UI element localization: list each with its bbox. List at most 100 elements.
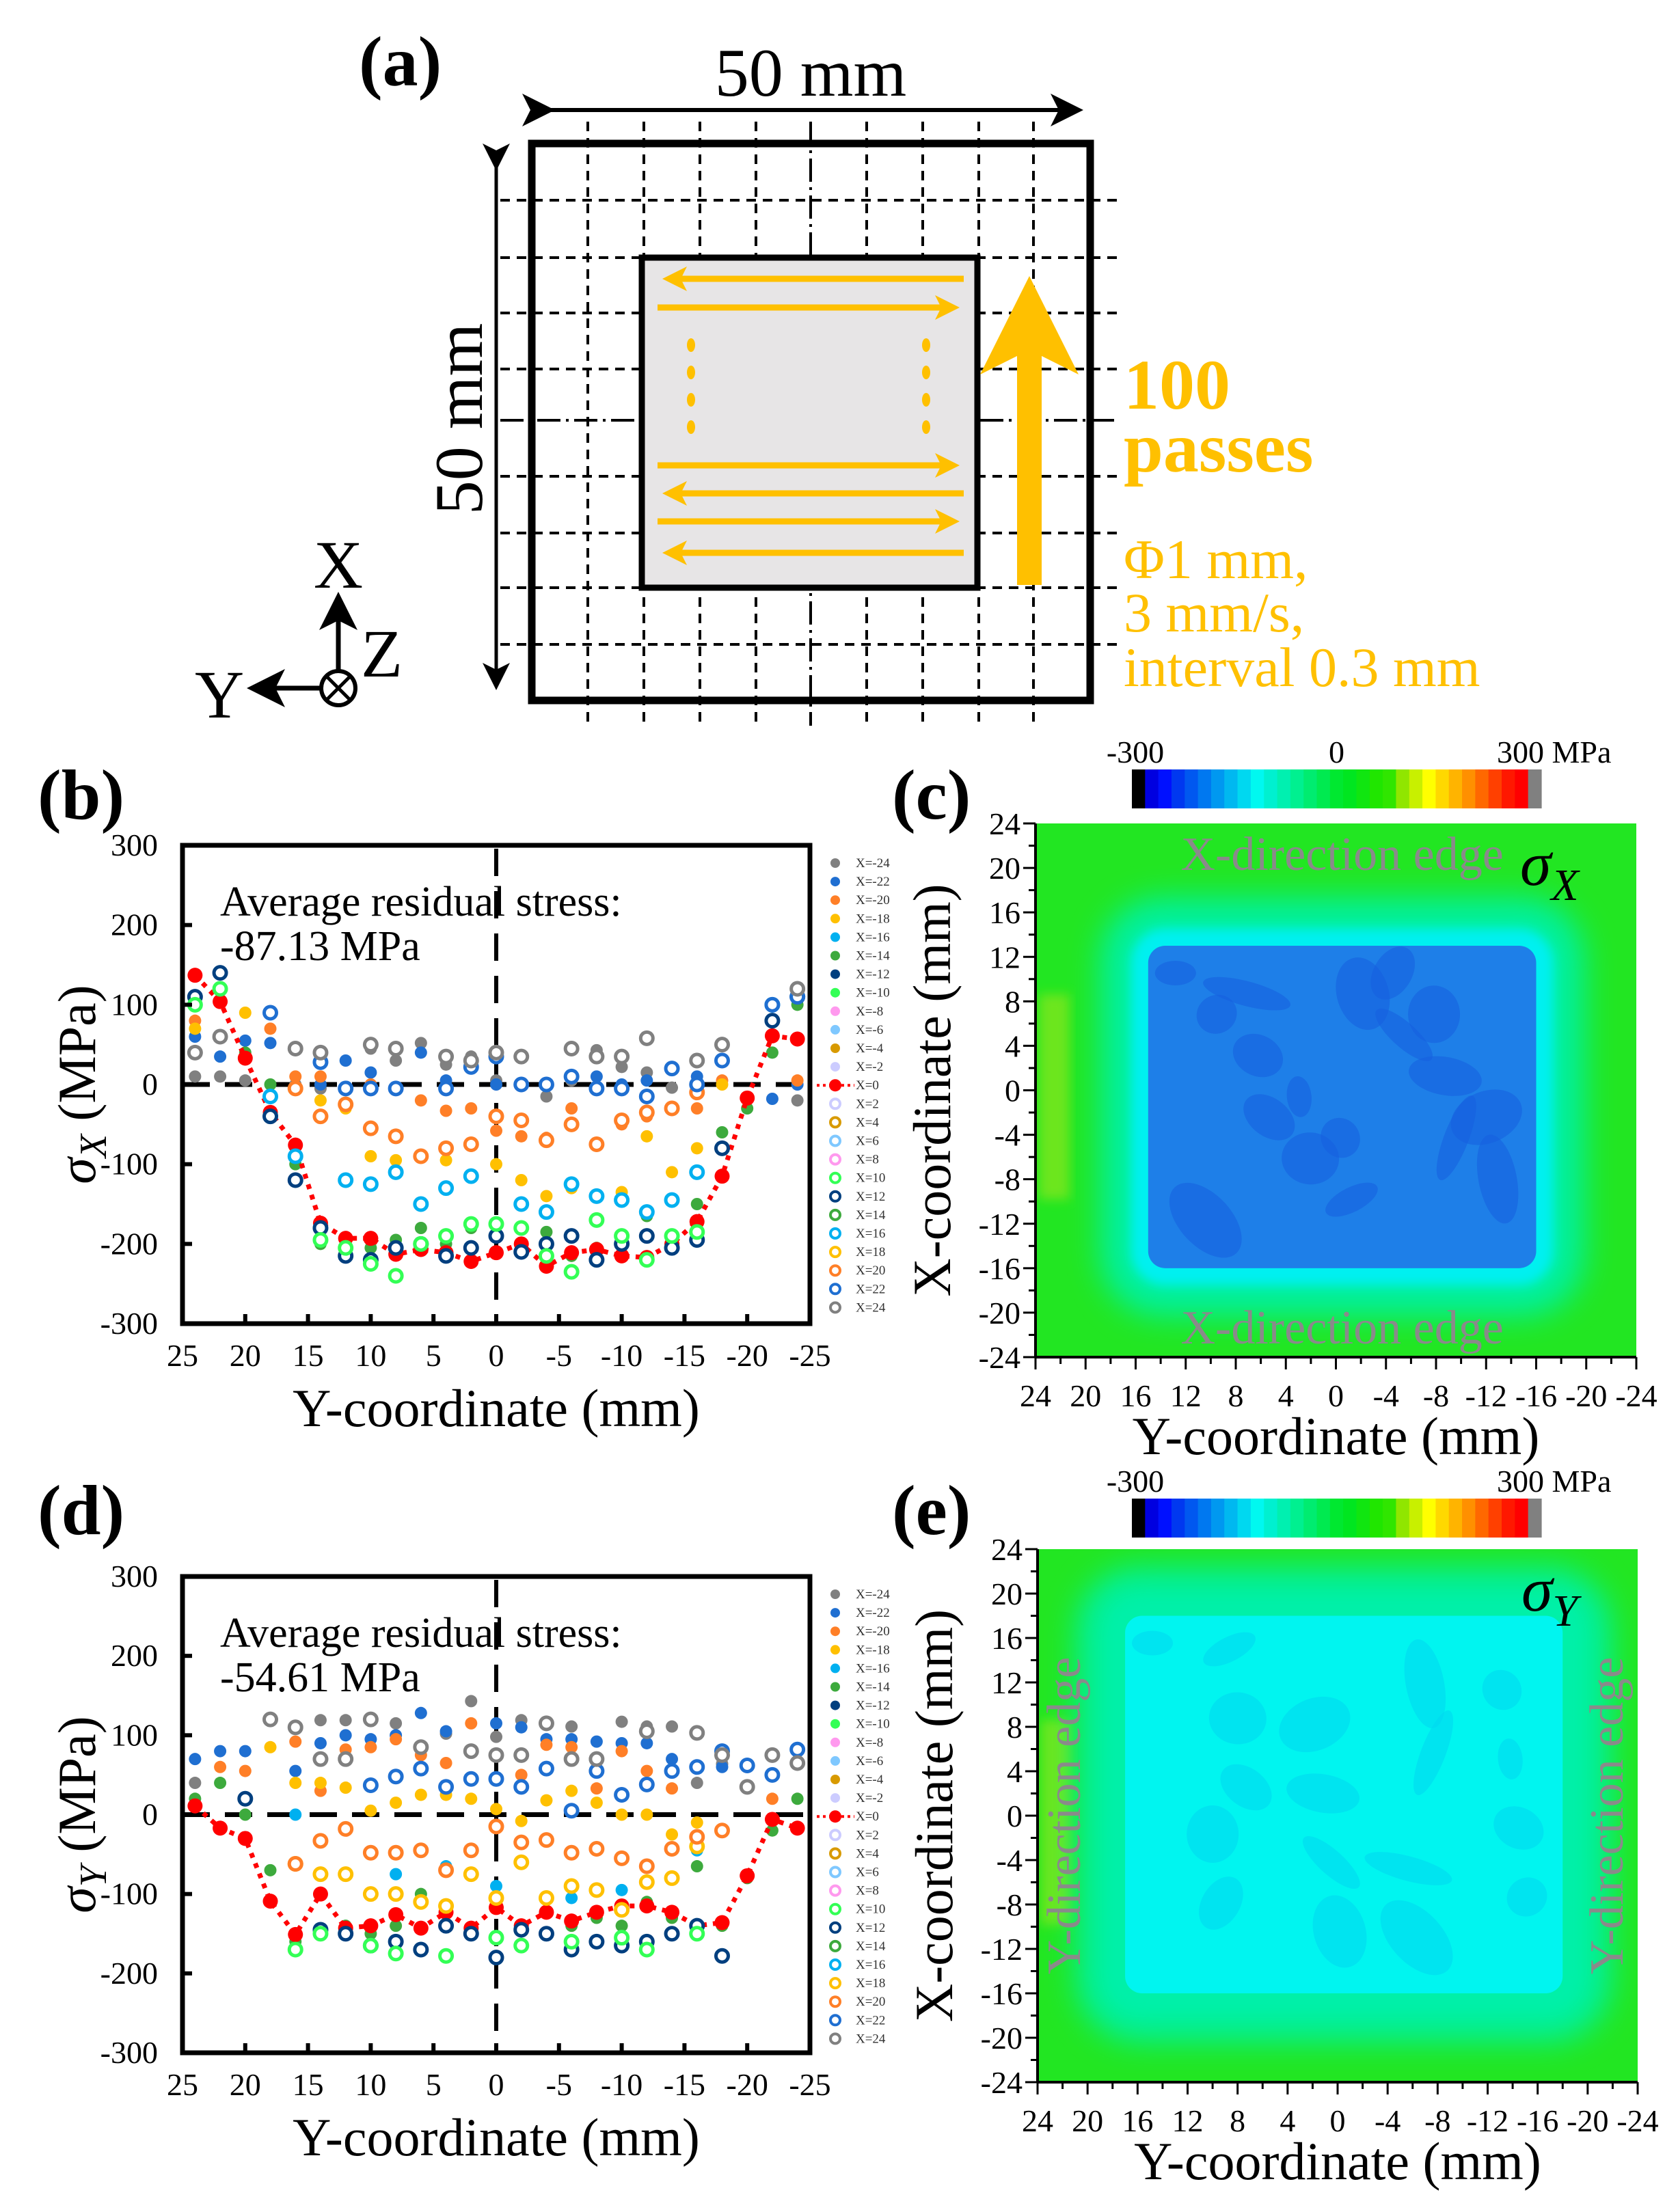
- data-point: [237, 1790, 254, 1807]
- legend-item: X=-12: [830, 1699, 890, 1713]
- data-point: [438, 1080, 455, 1097]
- data-point: [338, 1096, 354, 1112]
- x-tick-label: 0: [1328, 1378, 1344, 1413]
- data-point: [362, 1120, 379, 1136]
- data-point: [538, 1132, 554, 1149]
- data-point: [740, 1868, 755, 1883]
- y-tick-label: 200: [111, 907, 158, 942]
- y-tick-label: -16: [981, 1976, 1023, 2011]
- legend-marker: [829, 1134, 841, 1147]
- data-point: [513, 1922, 530, 1938]
- data-point: [740, 1090, 755, 1106]
- data-point: [239, 1808, 252, 1821]
- x-tick-label: 24: [1020, 1378, 1051, 1413]
- x-tick-label: -10: [601, 1338, 642, 1373]
- legend-marker: [830, 1043, 840, 1053]
- data-point: [413, 1941, 429, 1958]
- data-point: [588, 1188, 605, 1204]
- data-point: [615, 1715, 628, 1728]
- data-point: [488, 1950, 504, 1966]
- legend-marker: [830, 914, 840, 924]
- legend-item: X=-6: [830, 1754, 883, 1769]
- legend-marker: [830, 1775, 840, 1784]
- data-point: [264, 1037, 277, 1050]
- data-point: [288, 1926, 303, 1942]
- field-blotch: [1286, 1076, 1312, 1117]
- x-tick-label: -15: [664, 1338, 705, 1373]
- data-point: [638, 1776, 655, 1792]
- param-speed: 3 mm/s,: [1124, 582, 1304, 644]
- legend-item: X=-16: [830, 1661, 890, 1676]
- data-point: [690, 1142, 703, 1155]
- data-point: [615, 1061, 628, 1074]
- field-blotch: [1506, 1877, 1547, 1917]
- y-tick-label: 12: [991, 1665, 1023, 1700]
- data-point: [463, 1866, 479, 1883]
- data-point: [739, 1757, 755, 1773]
- data-point: [564, 1913, 580, 1929]
- legend-item: X=24: [829, 1300, 886, 1315]
- data-point: [187, 1798, 203, 1814]
- field-blotch: [1132, 1630, 1174, 1656]
- data-point: [666, 1081, 679, 1094]
- legend-marker: [830, 987, 840, 998]
- field-blotch: [1208, 1692, 1267, 1745]
- data-point: [187, 1044, 203, 1061]
- data-point: [189, 1777, 202, 1790]
- continuation-dot: [922, 338, 930, 352]
- legend-item: X=16: [829, 1227, 885, 1241]
- legend-item: X=-18: [830, 912, 890, 926]
- legend-item: X=8: [829, 1153, 879, 1167]
- colorbar-segment: [1462, 1499, 1476, 1538]
- data-point: [212, 1028, 228, 1045]
- y-tick-label: 0: [1007, 1799, 1023, 1833]
- data-point: [312, 1866, 329, 1883]
- legend-label: X=12: [856, 1190, 885, 1204]
- data-point: [362, 1080, 379, 1097]
- x-tick-label: 25: [167, 1338, 198, 1373]
- data-point: [312, 1751, 329, 1767]
- continuation-dot: [922, 420, 930, 434]
- x-tick-label: -12: [1467, 2103, 1508, 2138]
- data-point: [513, 1937, 530, 1954]
- data-point: [413, 1894, 429, 1910]
- field-blotch: [1493, 1806, 1544, 1850]
- data-point: [413, 1739, 429, 1756]
- data-point: [239, 1745, 252, 1758]
- data-point: [640, 1074, 653, 1087]
- legend-item: X=-20: [830, 1624, 890, 1639]
- continuation-dot: [922, 366, 930, 379]
- field-blotch: [1199, 1876, 1243, 1930]
- data-point: [438, 1898, 455, 1914]
- data-point: [463, 1771, 479, 1787]
- series-X=10: [187, 981, 705, 1284]
- legend-item: X=2: [829, 1097, 879, 1111]
- data-point: [388, 1844, 404, 1861]
- data-point: [739, 1779, 755, 1795]
- colorbar-segment: [1197, 769, 1212, 808]
- legend-label: X=-8: [856, 1736, 883, 1750]
- series-X=20: [287, 1818, 730, 1879]
- data-point: [565, 1102, 578, 1115]
- x-tick-label: 5: [426, 2067, 442, 2102]
- colorbar-segment: [1369, 769, 1383, 808]
- legend-marker: [829, 1171, 841, 1184]
- data-point: [513, 1076, 530, 1093]
- colorbar-segment: [1515, 769, 1529, 808]
- legend-label: X=-10: [856, 986, 890, 1000]
- data-point: [513, 1747, 530, 1763]
- data-point: [314, 1736, 327, 1749]
- edge-label-top: X-direction edge: [1181, 828, 1504, 881]
- data-point: [287, 1148, 303, 1164]
- data-point: [563, 1228, 580, 1244]
- legend-marker: [829, 1190, 841, 1203]
- data-point: [540, 1190, 553, 1203]
- series-X=12: [237, 1790, 730, 1966]
- data-point: [766, 1046, 779, 1059]
- colorbar-segment: [1422, 1499, 1437, 1538]
- field-blotch: [1220, 1764, 1272, 1811]
- legend-label: X=4: [856, 1115, 879, 1130]
- colorbar-segment: [1171, 769, 1185, 808]
- colorbar-segment: [1158, 769, 1172, 808]
